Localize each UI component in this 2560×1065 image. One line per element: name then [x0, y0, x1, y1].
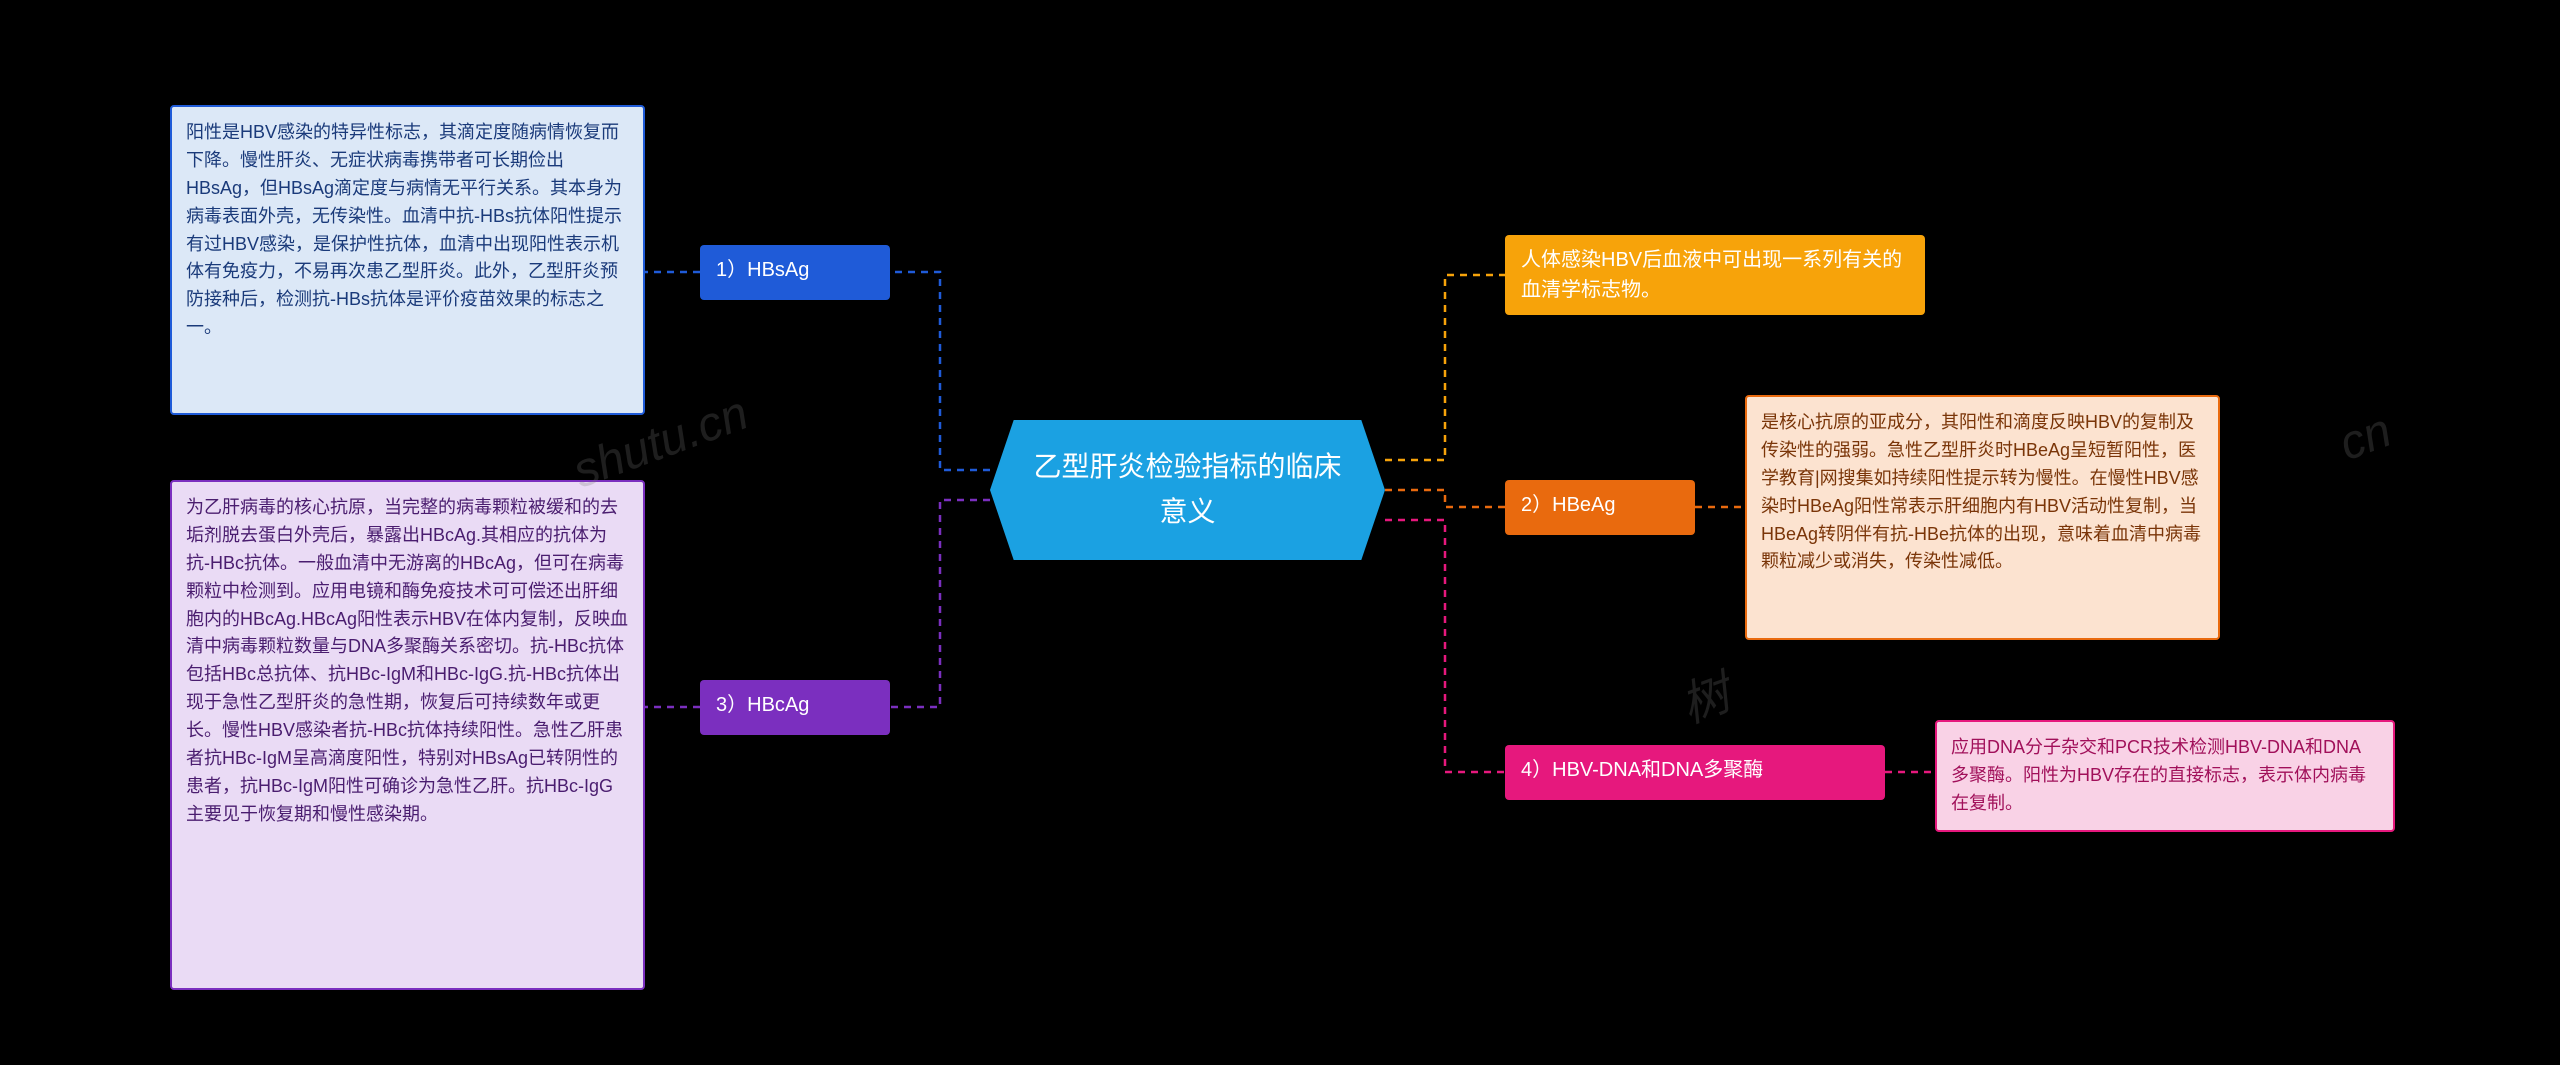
- branch-hbcag: 3）HBcAg: [700, 680, 890, 735]
- branch-hbeag: 2）HBeAg: [1505, 480, 1695, 535]
- watermark: cn: [2332, 403, 2398, 472]
- detail-hbcag: 为乙肝病毒的核心抗原，当完整的病毒颗粒被缓和的去垢剂脱去蛋白外壳后，暴露出HBc…: [170, 480, 645, 990]
- branch-hbeag-label: 2）HBeAg: [1521, 494, 1616, 516]
- branch-hbsag-label: 1）HBsAg: [716, 259, 809, 281]
- branch-hbsag: 1）HBsAg: [700, 245, 890, 300]
- branch-hbvdna-label: 4）HBV-DNA和DNA多聚酶: [1521, 759, 1763, 781]
- detail-hbvdna: 应用DNA分子杂交和PCR技术检测HBV-DNA和DNA多聚酶。阳性为HBV存在…: [1935, 720, 2395, 832]
- detail-hbsag: 阳性是HBV感染的特异性标志，其滴定度随病情恢复而下降。慢性肝炎、无症状病毒携带…: [170, 105, 645, 415]
- detail-hbeag: 是核心抗原的亚成分，其阳性和滴度反映HBV的复制及传染性的强弱。急性乙型肝炎时H…: [1745, 395, 2220, 640]
- watermark: 树: [1669, 654, 1738, 736]
- branch-intro-label: 人体感染HBV后血液中可出现一系列有关的血清学标志物。: [1521, 249, 1902, 301]
- detail-hbeag-text: 是核心抗原的亚成分，其阳性和滴度反映HBV的复制及传染性的强弱。急性乙型肝炎时H…: [1761, 412, 2201, 571]
- center-node: 乙型肝炎检验指标的临床意义: [990, 420, 1385, 560]
- branch-hbcag-label: 3）HBcAg: [716, 694, 809, 716]
- detail-hbsag-text: 阳性是HBV感染的特异性标志，其滴定度随病情恢复而下降。慢性肝炎、无症状病毒携带…: [186, 122, 622, 337]
- detail-hbvdna-text: 应用DNA分子杂交和PCR技术检测HBV-DNA和DNA多聚酶。阳性为HBV存在…: [1951, 737, 2366, 813]
- branch-intro: 人体感染HBV后血液中可出现一系列有关的血清学标志物。: [1505, 235, 1925, 315]
- detail-hbcag-text: 为乙肝病毒的核心抗原，当完整的病毒颗粒被缓和的去垢剂脱去蛋白外壳后，暴露出HBc…: [186, 497, 628, 824]
- center-text: 乙型肝炎检验指标的临床意义: [1030, 445, 1345, 535]
- branch-hbvdna: 4）HBV-DNA和DNA多聚酶: [1505, 745, 1885, 800]
